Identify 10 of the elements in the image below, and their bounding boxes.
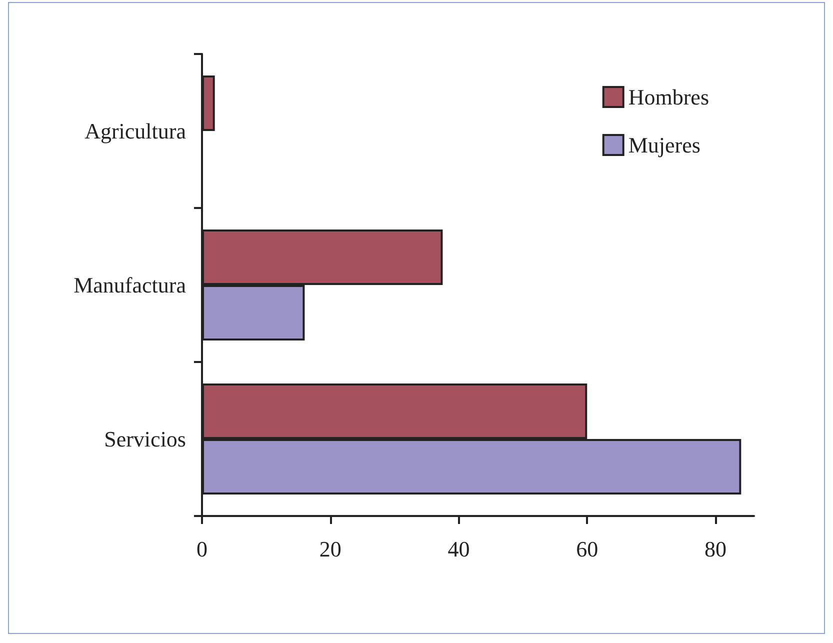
x-tick-label: 0 — [196, 536, 208, 562]
x-tick-label: 60 — [576, 536, 598, 562]
y-tick-label: Agricultura — [84, 118, 186, 144]
x-tick-label: 80 — [704, 536, 726, 562]
x-tick-label: 40 — [448, 536, 470, 562]
legend-label: Mujeres — [628, 132, 700, 158]
x-tick-label: 20 — [319, 536, 342, 562]
y-tick-label: Manufactura — [74, 272, 186, 298]
y-tick-label: Servicios — [104, 426, 186, 452]
legend-label: Hombres — [628, 84, 710, 110]
